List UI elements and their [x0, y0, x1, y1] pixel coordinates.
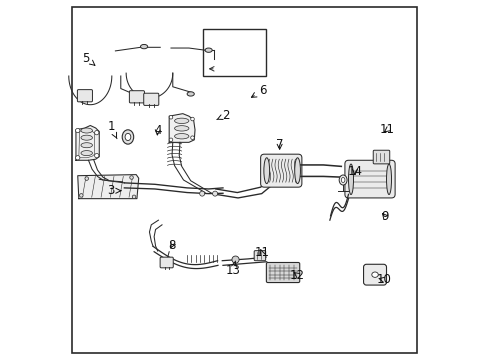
Text: 1: 1: [107, 121, 117, 139]
Ellipse shape: [125, 134, 131, 140]
Ellipse shape: [122, 130, 133, 144]
Circle shape: [190, 117, 194, 121]
Circle shape: [132, 195, 136, 199]
Text: 7: 7: [275, 138, 283, 151]
Text: 4: 4: [154, 124, 161, 137]
Text: 6: 6: [251, 84, 266, 97]
Text: 8: 8: [168, 239, 175, 252]
Circle shape: [199, 191, 204, 196]
Ellipse shape: [341, 177, 344, 183]
Circle shape: [169, 138, 172, 141]
Text: 11: 11: [379, 123, 394, 136]
Ellipse shape: [294, 158, 300, 184]
Circle shape: [76, 156, 80, 160]
Ellipse shape: [140, 44, 147, 49]
Text: 3: 3: [107, 184, 121, 197]
Text: 13: 13: [225, 261, 240, 277]
Ellipse shape: [81, 143, 92, 148]
Ellipse shape: [348, 164, 353, 194]
Circle shape: [94, 131, 99, 135]
Text: 2: 2: [216, 109, 229, 122]
Ellipse shape: [264, 158, 269, 184]
Polygon shape: [76, 126, 99, 160]
Ellipse shape: [187, 92, 194, 96]
FancyBboxPatch shape: [260, 154, 301, 187]
FancyBboxPatch shape: [143, 93, 159, 105]
Ellipse shape: [371, 272, 378, 277]
Ellipse shape: [174, 126, 188, 131]
Ellipse shape: [174, 134, 188, 139]
Text: 14: 14: [347, 165, 362, 177]
FancyBboxPatch shape: [129, 91, 144, 103]
Text: 9: 9: [381, 210, 388, 223]
Ellipse shape: [204, 48, 212, 52]
FancyBboxPatch shape: [266, 262, 299, 283]
Ellipse shape: [81, 150, 92, 156]
Circle shape: [76, 129, 80, 133]
Text: 5: 5: [82, 51, 95, 66]
FancyBboxPatch shape: [77, 90, 92, 102]
Circle shape: [129, 176, 133, 179]
FancyBboxPatch shape: [160, 257, 173, 268]
Ellipse shape: [174, 118, 188, 123]
FancyBboxPatch shape: [372, 150, 389, 164]
Circle shape: [212, 191, 217, 196]
Bar: [203, 30, 265, 76]
Circle shape: [231, 256, 239, 263]
Text: 11: 11: [254, 246, 269, 259]
Text: 10: 10: [375, 273, 390, 286]
Circle shape: [85, 177, 88, 180]
Polygon shape: [169, 114, 195, 142]
Circle shape: [94, 153, 99, 158]
FancyBboxPatch shape: [363, 264, 386, 285]
FancyBboxPatch shape: [344, 160, 394, 198]
Circle shape: [190, 136, 194, 139]
Ellipse shape: [386, 164, 391, 194]
Polygon shape: [78, 175, 139, 199]
Circle shape: [169, 116, 172, 119]
Ellipse shape: [81, 128, 92, 133]
Ellipse shape: [339, 175, 346, 185]
FancyBboxPatch shape: [254, 251, 265, 261]
Ellipse shape: [81, 135, 92, 140]
Text: 12: 12: [289, 269, 305, 282]
Circle shape: [80, 194, 83, 197]
